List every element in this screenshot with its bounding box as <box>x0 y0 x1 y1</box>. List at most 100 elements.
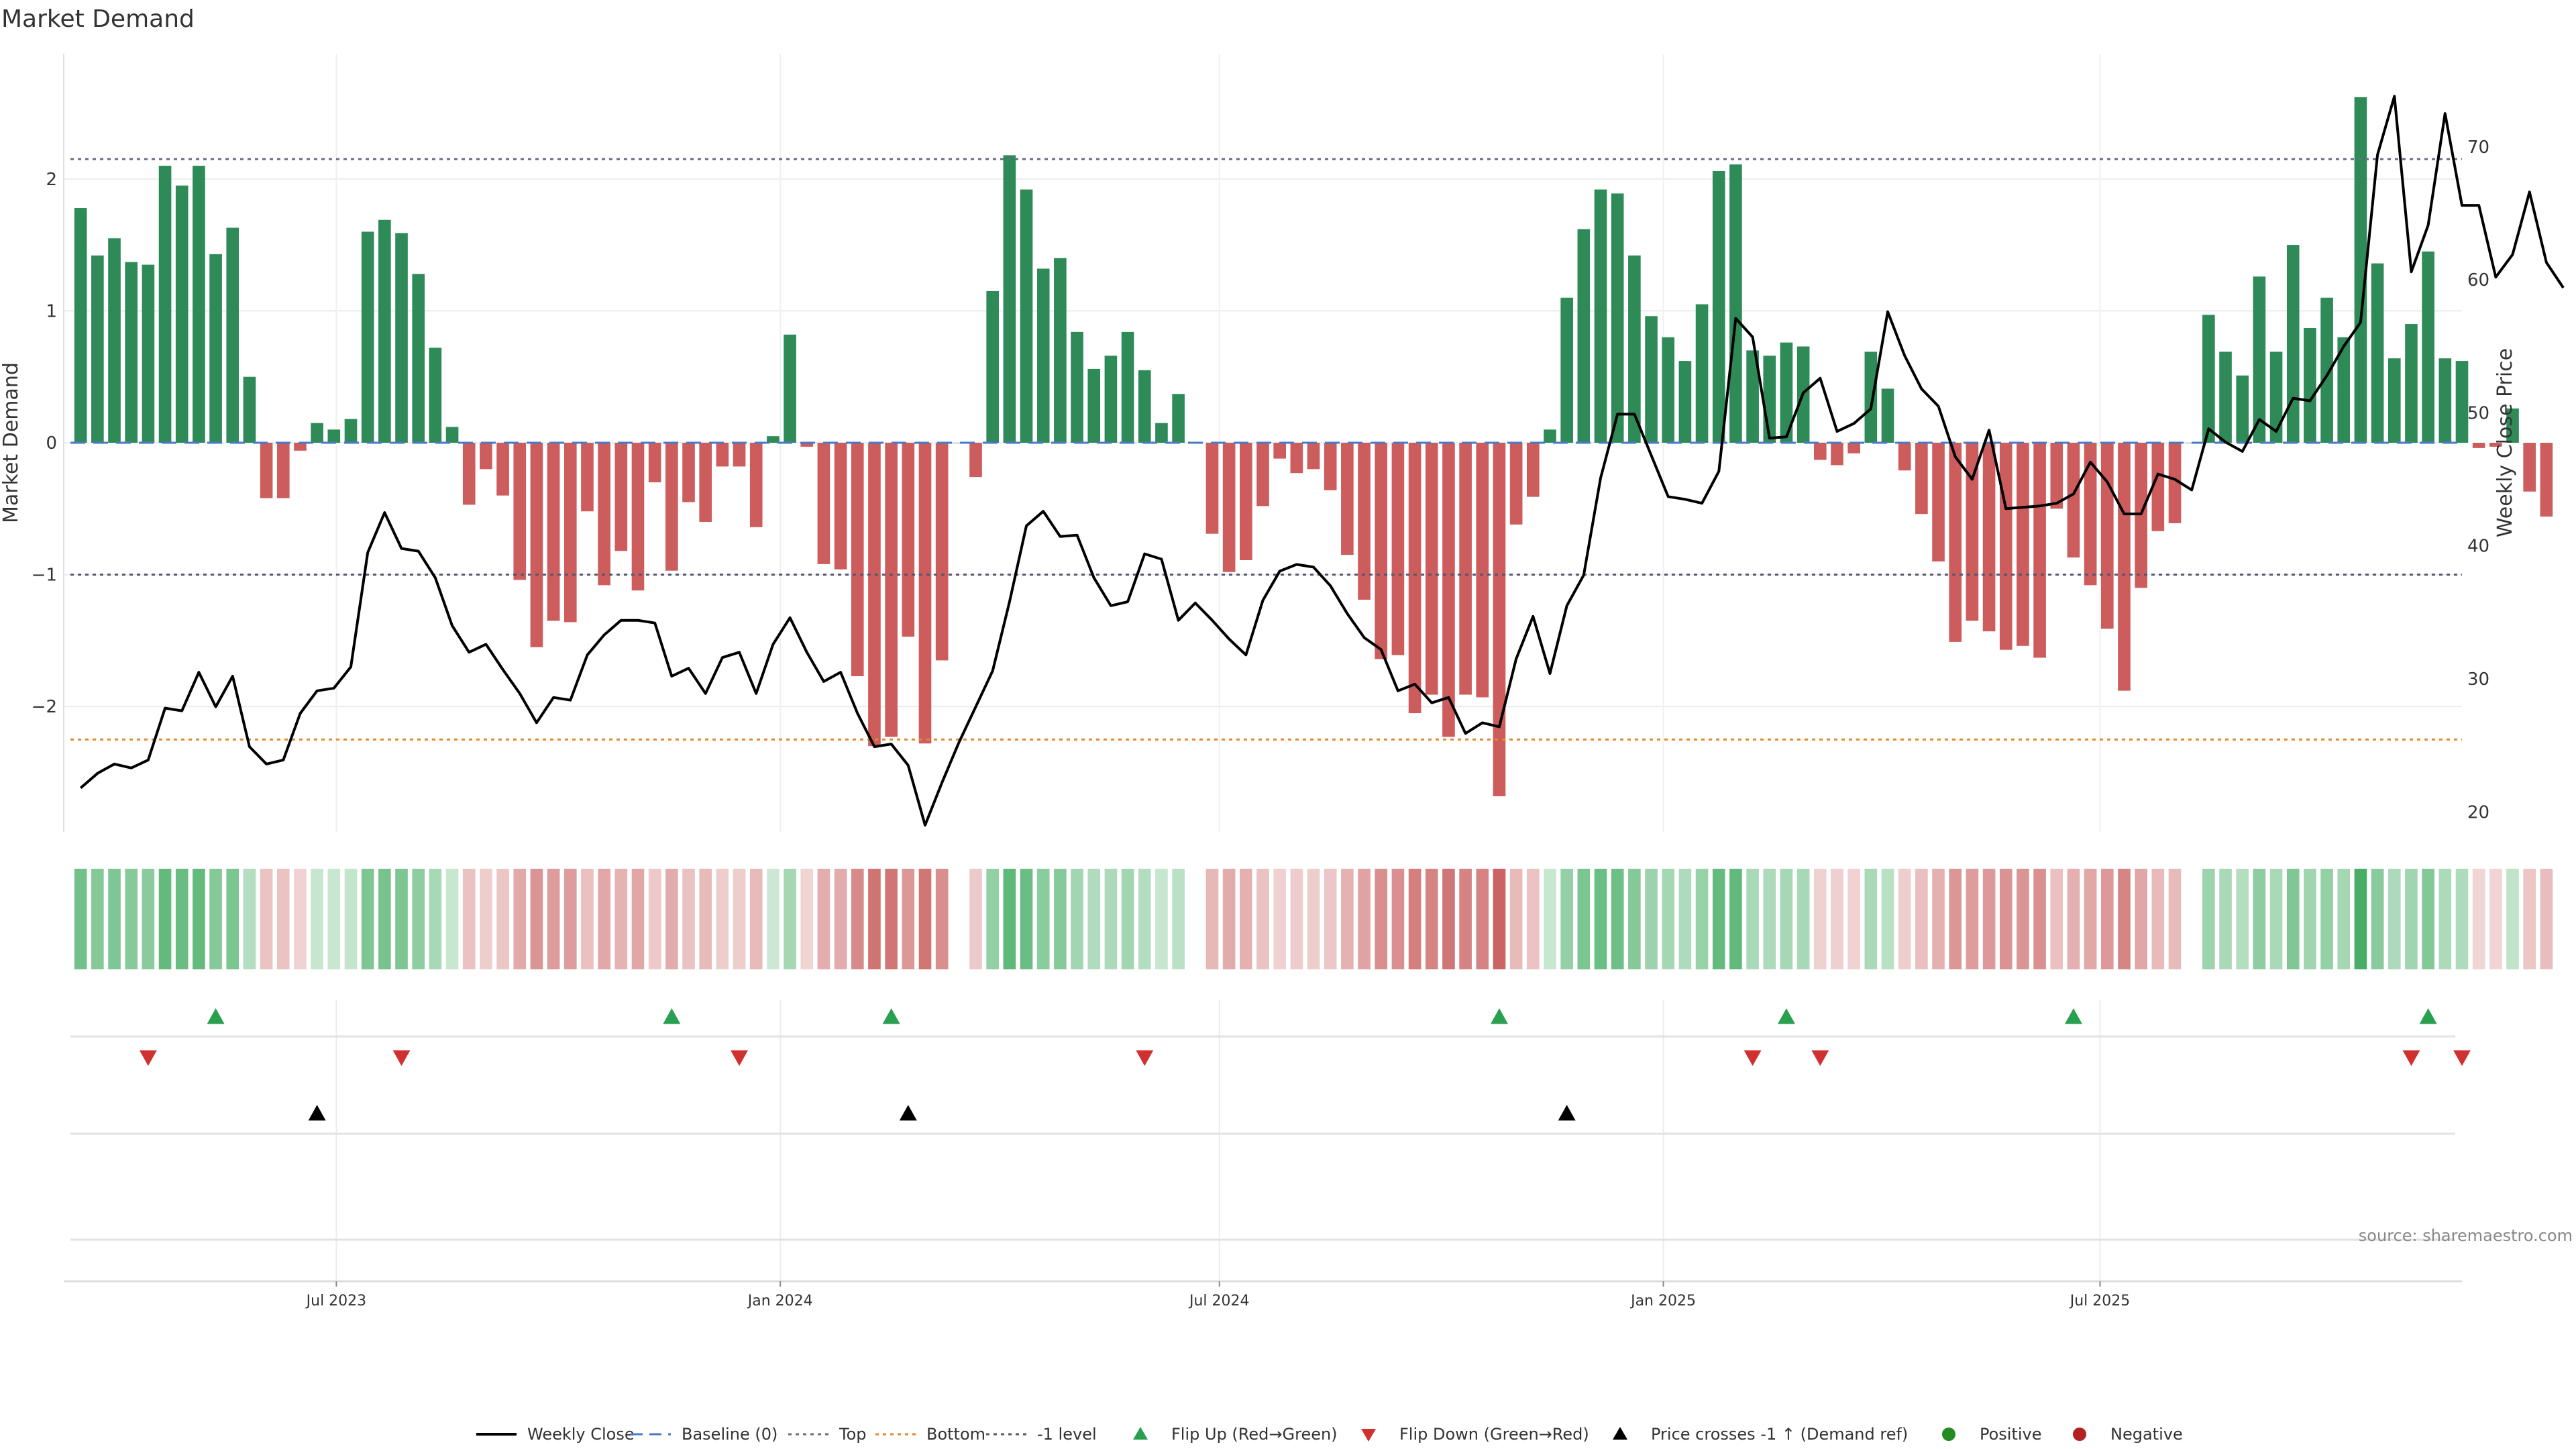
demand-bar-positive <box>193 166 205 443</box>
demand-bar-negative <box>294 443 307 451</box>
heat-cell <box>969 869 982 969</box>
demand-bar-negative <box>1391 443 1405 655</box>
flip-down-marker <box>731 1050 749 1066</box>
demand-bar-positive <box>1054 258 1067 443</box>
heat-cell <box>2405 869 2418 969</box>
heat-cell <box>193 869 205 969</box>
heat-cell <box>530 869 543 969</box>
demand-bar-negative <box>1425 443 1438 695</box>
heat-cell <box>885 869 898 969</box>
heat-cell <box>1560 869 1573 969</box>
heat-cell <box>1966 869 1979 969</box>
demand-bar-positive <box>91 255 104 443</box>
demand-bar-negative <box>1222 443 1236 572</box>
heat-cell <box>378 869 391 969</box>
heat-cell <box>868 869 881 969</box>
demand-heat-strip <box>74 869 2553 969</box>
demand-bar-positive <box>1594 189 1607 443</box>
heat-cell <box>1442 869 1455 969</box>
y2-tick-label: 20 <box>2467 802 2489 822</box>
legend-label: Negative <box>2110 1425 2183 1444</box>
demand-bar-negative <box>665 443 678 571</box>
heat-cell <box>749 869 763 969</box>
heat-cell <box>1780 869 1793 969</box>
heat-cell <box>1509 869 1523 969</box>
legend-item: Negative <box>2073 1425 2183 1444</box>
axes-layer: −2 −1 0 1 2 20 30 40 50 60 70 <box>32 54 2489 832</box>
demand-bar-positive <box>142 264 155 443</box>
demand-bar-negative <box>631 443 645 591</box>
heat-cell <box>817 869 830 969</box>
demand-bar-positive <box>2202 315 2215 443</box>
heat-cell <box>2135 869 2147 969</box>
flip-down-marker <box>1136 1050 1154 1066</box>
heat-cell <box>851 869 864 969</box>
demand-bar-negative <box>1205 443 1219 534</box>
heat-cell <box>1391 869 1405 969</box>
legend-item: Bottom <box>875 1425 985 1444</box>
y-tick-label: −2 <box>32 697 57 717</box>
heat-cell <box>1611 869 1624 969</box>
event-tracks <box>70 1008 2471 1241</box>
heat-cell <box>1104 869 1118 969</box>
heat-cell <box>2236 869 2249 969</box>
legend: Weekly Close Baseline (0) Top Bottom -1 leve… <box>476 1425 2183 1444</box>
source-note: source: sharemaestro.com <box>2359 1226 2573 1245</box>
heat-cell <box>74 869 87 969</box>
demand-bar-negative <box>2100 443 2114 629</box>
heat-cell <box>2455 869 2469 969</box>
heat-cell <box>1003 869 1016 969</box>
heat-cell <box>918 869 932 969</box>
heat-cell <box>1071 869 1083 969</box>
demand-bar-negative <box>902 443 915 637</box>
demand-bar-negative <box>1949 443 1962 642</box>
flip-up-marker <box>2419 1008 2437 1024</box>
demand-bar-negative <box>1290 443 1303 474</box>
heat-cell <box>1544 869 1556 969</box>
legend-item: Positive <box>1942 1425 2042 1444</box>
demand-bar-negative <box>749 443 763 527</box>
flip-down-marker <box>1743 1050 1762 1066</box>
demand-bar-positive <box>2320 297 2333 443</box>
demand-bar-positive <box>1678 361 1692 443</box>
demand-bar-positive <box>2286 245 2300 443</box>
demand-bar-positive <box>1662 337 1675 443</box>
demand-bar-positive <box>311 423 323 443</box>
heat-cell <box>2304 869 2316 969</box>
heat-cell <box>412 869 425 969</box>
legend-swatch-flip-up <box>1133 1427 1148 1440</box>
heat-cell <box>2472 869 2485 969</box>
demand-bar-positive <box>378 219 391 443</box>
heat-cell <box>2202 869 2215 969</box>
heat-cell <box>2523 869 2536 969</box>
demand-bar-negative <box>2050 443 2063 509</box>
heat-cell <box>1763 869 1776 969</box>
heat-cell <box>581 869 594 969</box>
demand-bar-negative <box>1442 443 1455 737</box>
demand-bar-positive <box>125 262 138 443</box>
y2-tick-label: 30 <box>2467 669 2489 690</box>
demand-bar-positive <box>2253 276 2266 443</box>
demand-bar-positive <box>2304 327 2316 443</box>
demand-bar-negative <box>2033 443 2046 658</box>
demand-bar-negative <box>1509 443 1523 525</box>
heat-cell <box>2286 869 2300 969</box>
heat-cell <box>209 869 222 969</box>
heat-cell <box>1831 869 1843 969</box>
heat-cell <box>513 869 527 969</box>
demand-bar-positive <box>2506 408 2519 443</box>
x-tick-label: Jul 2023 <box>305 1293 367 1309</box>
legend-swatch-negative <box>2073 1428 2086 1441</box>
legend-label: Weekly Close <box>527 1425 635 1444</box>
heat-cell <box>767 869 780 969</box>
demand-bar-negative <box>1999 443 2012 650</box>
price-cross-marker <box>899 1105 917 1121</box>
weekly-close-line <box>79 95 2565 827</box>
demand-bar-positive <box>1036 268 1050 443</box>
heat-cell <box>2253 869 2266 969</box>
heat-cell <box>1932 869 1945 969</box>
demand-bar-positive <box>445 427 459 443</box>
legend-swatch-cross <box>1613 1427 1627 1440</box>
heat-cell <box>2337 869 2351 969</box>
